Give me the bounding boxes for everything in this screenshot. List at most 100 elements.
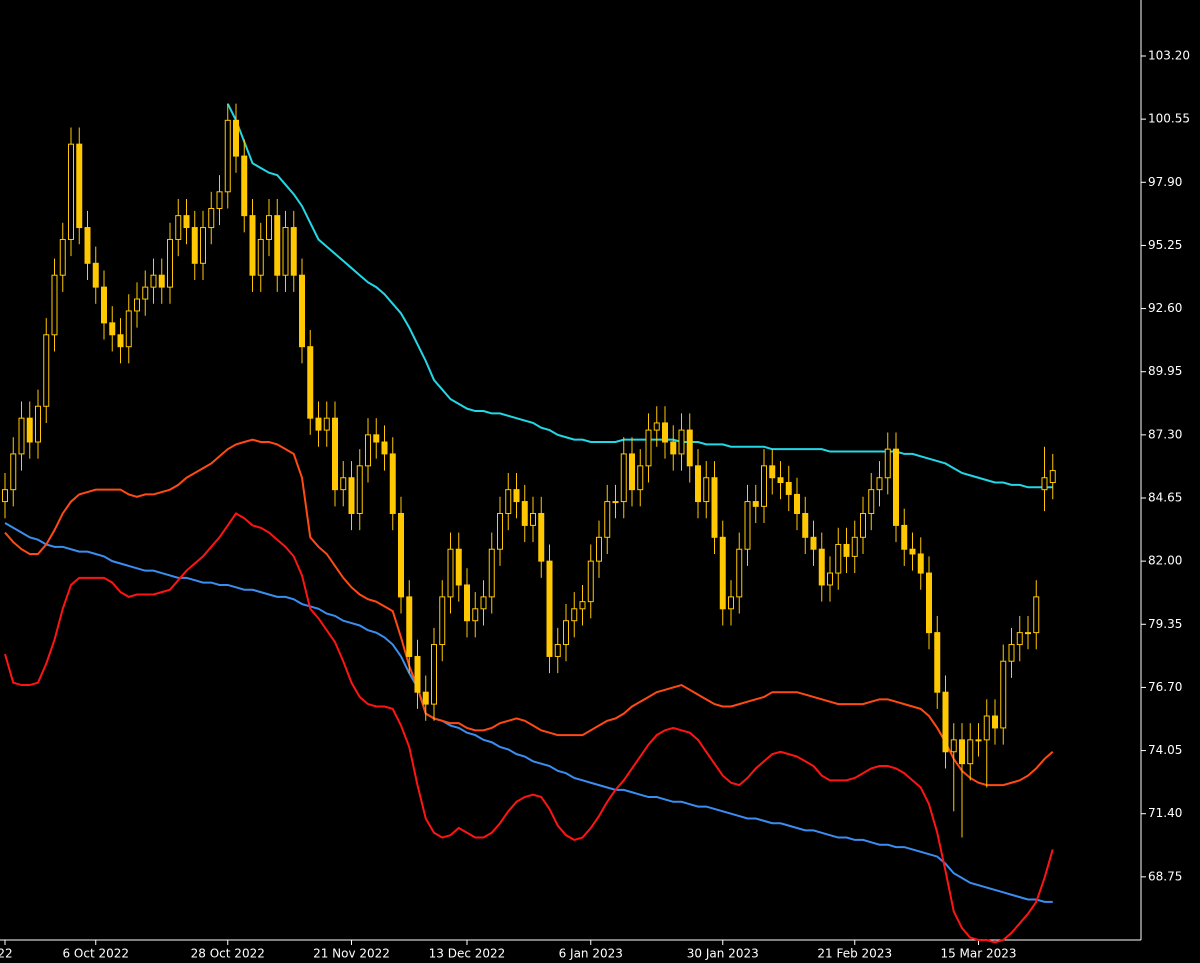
x-tick-label: 21 Feb 2023 xyxy=(817,947,892,961)
candle-body xyxy=(134,298,140,312)
candle-body xyxy=(1008,644,1015,662)
candle-body xyxy=(150,274,157,288)
candle-body xyxy=(2,489,8,503)
candle-body xyxy=(200,227,206,264)
candle-body xyxy=(1049,470,1056,484)
candle-body xyxy=(10,453,17,491)
candle-body xyxy=(497,512,503,550)
candle-body xyxy=(59,238,66,276)
candle-body xyxy=(84,227,91,264)
x-tick-label: 22 xyxy=(0,947,13,961)
candle-body xyxy=(208,207,215,229)
candle-body xyxy=(983,715,990,741)
y-tick-label: 100.55 xyxy=(1148,112,1190,126)
candle-body xyxy=(917,553,924,574)
candle-body xyxy=(142,286,149,300)
candle-body xyxy=(860,512,866,538)
indicator-line xyxy=(4,438,1054,787)
candle-body xyxy=(257,238,264,276)
candle-body xyxy=(464,584,470,622)
x-tick-label: 6 Jan 2023 xyxy=(559,947,623,961)
candle-body xyxy=(587,560,594,603)
candle-body xyxy=(959,739,965,765)
candle-body xyxy=(868,489,875,514)
candle-body xyxy=(876,477,883,491)
candle-body xyxy=(546,560,553,657)
candle-body xyxy=(596,536,602,562)
candle-body xyxy=(109,322,116,336)
candle-body xyxy=(18,417,25,455)
candle-body xyxy=(348,477,355,514)
candle-body xyxy=(909,548,916,555)
candle-body xyxy=(373,434,380,443)
candle-body xyxy=(695,465,701,503)
candle-body xyxy=(1041,477,1048,491)
candle-body xyxy=(744,501,751,550)
x-tick-label: 21 Nov 2022 xyxy=(313,947,390,961)
candle-body xyxy=(455,548,462,586)
candle-body xyxy=(761,465,767,507)
candle-body xyxy=(175,215,182,240)
candle-body xyxy=(323,417,330,431)
candle-body xyxy=(893,448,899,526)
candle-body xyxy=(356,465,363,514)
candle-body xyxy=(992,715,998,729)
candle-body xyxy=(398,512,404,598)
y-tick-label: 76.70 xyxy=(1148,680,1182,694)
x-tick-label: 30 Jan 2023 xyxy=(687,947,759,961)
candle-body xyxy=(538,512,545,562)
candle-body xyxy=(1033,596,1040,634)
candle-body xyxy=(406,596,413,657)
y-tick-label: 79.35 xyxy=(1148,617,1182,631)
x-tick-label: 13 Dec 2022 xyxy=(429,947,506,961)
candle-body xyxy=(827,572,833,586)
candle-body xyxy=(950,739,957,753)
indicator-line xyxy=(4,512,1054,944)
candle-body xyxy=(389,453,396,514)
candle-body xyxy=(290,227,297,276)
candle-body xyxy=(662,422,668,443)
candle-body xyxy=(101,286,107,324)
x-tick-label: 15 Mar 2023 xyxy=(940,947,1016,961)
candle-body xyxy=(653,422,660,431)
candle-body xyxy=(884,448,891,479)
candle-body xyxy=(414,655,421,693)
candle-body xyxy=(736,548,743,598)
candle-body xyxy=(249,215,256,276)
candle-body xyxy=(810,536,817,550)
candle-body xyxy=(703,477,710,503)
candle-body xyxy=(472,608,479,622)
candle-body xyxy=(629,453,635,491)
y-tick-label: 82.00 xyxy=(1148,554,1182,568)
y-tick-label: 92.60 xyxy=(1148,301,1182,315)
candle-body xyxy=(934,632,941,693)
candle-body xyxy=(967,739,974,765)
candle-body xyxy=(563,620,569,646)
candle-body xyxy=(818,548,825,586)
candle-body xyxy=(125,310,132,348)
y-tick-label: 68.75 xyxy=(1148,869,1182,883)
candle-body xyxy=(645,429,652,467)
candle-body xyxy=(216,191,223,209)
y-tick-label: 103.20 xyxy=(1148,48,1190,62)
candle-body xyxy=(719,536,726,610)
candle-body xyxy=(158,274,165,288)
candle-body xyxy=(26,417,33,443)
candle-body xyxy=(554,644,561,657)
candle-body xyxy=(241,155,248,217)
y-tick-label: 74.05 xyxy=(1148,743,1182,757)
candle-body xyxy=(901,524,908,550)
candle-body xyxy=(728,596,734,610)
candle-body xyxy=(224,119,231,193)
y-tick-label: 89.95 xyxy=(1148,364,1182,378)
y-tick-label: 87.30 xyxy=(1148,427,1182,441)
candle-body xyxy=(447,548,454,598)
candle-body xyxy=(942,691,949,753)
candle-body xyxy=(1025,632,1031,635)
candle-body xyxy=(274,215,281,276)
candle-body xyxy=(843,543,850,557)
candle-body xyxy=(1016,632,1023,646)
candle-body xyxy=(513,489,520,503)
candle-body xyxy=(233,119,239,157)
candle-body xyxy=(340,477,347,491)
